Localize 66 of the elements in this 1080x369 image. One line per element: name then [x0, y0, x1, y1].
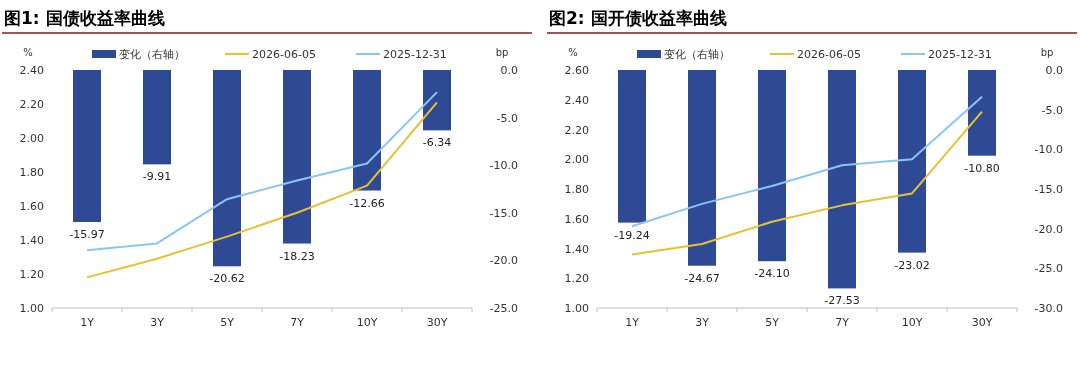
x-tick-label: 5Y [765, 316, 780, 329]
y-tick-label: 1.80 [564, 183, 589, 196]
legend-label: 变化（右轴） [664, 48, 730, 61]
y2-tick-label: -5.0 [1041, 103, 1063, 117]
x-tick-label: 3Y [150, 316, 165, 329]
y-tick-label: 1.60 [564, 212, 589, 226]
y-tick-label: 1.80 [19, 166, 44, 179]
data-label: -20.62 [209, 272, 245, 286]
legend-label: 2025-12-31 [382, 48, 447, 61]
legend-label: 2025-12-31 [927, 48, 992, 61]
y-tick-label: 1.40 [564, 242, 589, 256]
y-tick-label: 1.00 [19, 302, 44, 315]
y-tick-label: 1.40 [19, 234, 44, 247]
y2-tick-label: -15.0 [489, 206, 518, 220]
x-tick-label: 1Y [80, 316, 95, 329]
y-tick-label: 2.40 [19, 64, 44, 77]
y2-tick-label: -20.0 [489, 254, 518, 268]
x-tick-label: 3Y [695, 316, 710, 329]
y-tick-label: 1.60 [19, 200, 44, 213]
chart-title: 图2: 国开债收益率曲线 [549, 8, 727, 28]
y-tick-label: 2.60 [564, 64, 589, 77]
y2-axis-title: bp [1040, 47, 1054, 58]
data-label: -6.34 [422, 136, 452, 150]
y2-tick-label: -20.0 [1034, 222, 1063, 236]
legend-label: 2026-06-05 [797, 48, 861, 61]
y-tick-label: 2.00 [19, 132, 44, 145]
y-tick-label: 2.20 [564, 123, 589, 137]
x-tick-label: 7Y [835, 316, 850, 329]
y-axis-title: % [23, 47, 33, 58]
data-label: -24.67 [684, 271, 720, 285]
y-tick-label: 1.00 [564, 302, 589, 315]
y2-tick-label: -15.0 [1034, 183, 1063, 196]
x-tick-label: 7Y [290, 316, 305, 329]
x-tick-label: 30Y [426, 316, 448, 329]
x-tick-label: 10Y [356, 316, 378, 329]
x-tick-label: 10Y [901, 316, 923, 329]
y-tick-label: 2.20 [19, 98, 44, 111]
y2-tick-label: 0.0 [1045, 64, 1063, 77]
y2-tick-label: -25.0 [489, 302, 518, 315]
y2-tick-label: -30.0 [1034, 302, 1063, 315]
y-axis-title: % [568, 47, 578, 58]
data-label: -10.80 [964, 161, 1000, 175]
x-tick-label: 5Y [220, 316, 235, 329]
chart-title: 图1: 国债收益率曲线 [4, 8, 165, 28]
data-label: -24.10 [754, 267, 790, 281]
x-tick-label: 1Y [625, 316, 640, 329]
y-tick-label: 1.20 [564, 272, 589, 286]
legend-label: 2026-06-05 [252, 48, 316, 61]
data-label: -18.23 [279, 249, 315, 263]
data-label: -27.53 [824, 294, 860, 308]
data-label: -9.91 [142, 170, 172, 184]
data-label: -12.66 [349, 196, 385, 210]
data-label: -23.02 [894, 258, 930, 272]
x-tick-label: 30Y [971, 316, 993, 329]
y2-tick-label: -5.0 [496, 111, 518, 125]
data-label: -19.24 [614, 228, 650, 242]
data-label: -15.97 [69, 228, 105, 242]
y2-tick-label: 0.0 [500, 64, 518, 77]
y-tick-label: 2.40 [564, 93, 589, 107]
y2-tick-label: -25.0 [1034, 262, 1063, 276]
y-tick-label: 1.20 [19, 268, 44, 281]
y2-axis-title: bp [495, 47, 509, 58]
legend-label: 变化（右轴） [119, 48, 185, 61]
y2-tick-label: -10.0 [489, 159, 518, 173]
y-tick-label: 2.00 [564, 153, 589, 167]
y2-tick-label: -10.0 [1034, 143, 1063, 157]
